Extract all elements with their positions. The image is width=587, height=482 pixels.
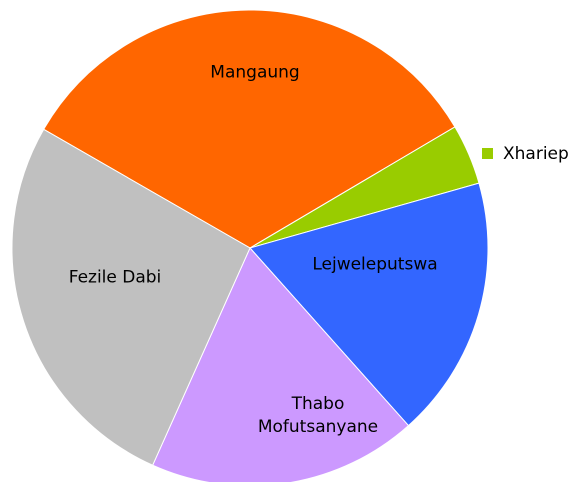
pie-slice bbox=[11, 128, 251, 466]
slice-label: Thabo Mofutsanyane bbox=[257, 394, 379, 437]
slice-label: Fezile Dabi bbox=[68, 267, 162, 288]
pie-slice bbox=[152, 247, 410, 482]
pie-slice bbox=[249, 182, 489, 427]
legend-swatch bbox=[482, 148, 493, 159]
slice-label: Mangaung bbox=[210, 62, 300, 83]
pie-slice bbox=[42, 9, 456, 249]
legend-label: Xhariep bbox=[503, 144, 569, 164]
slice-label: Lejweleputswa bbox=[312, 254, 438, 275]
